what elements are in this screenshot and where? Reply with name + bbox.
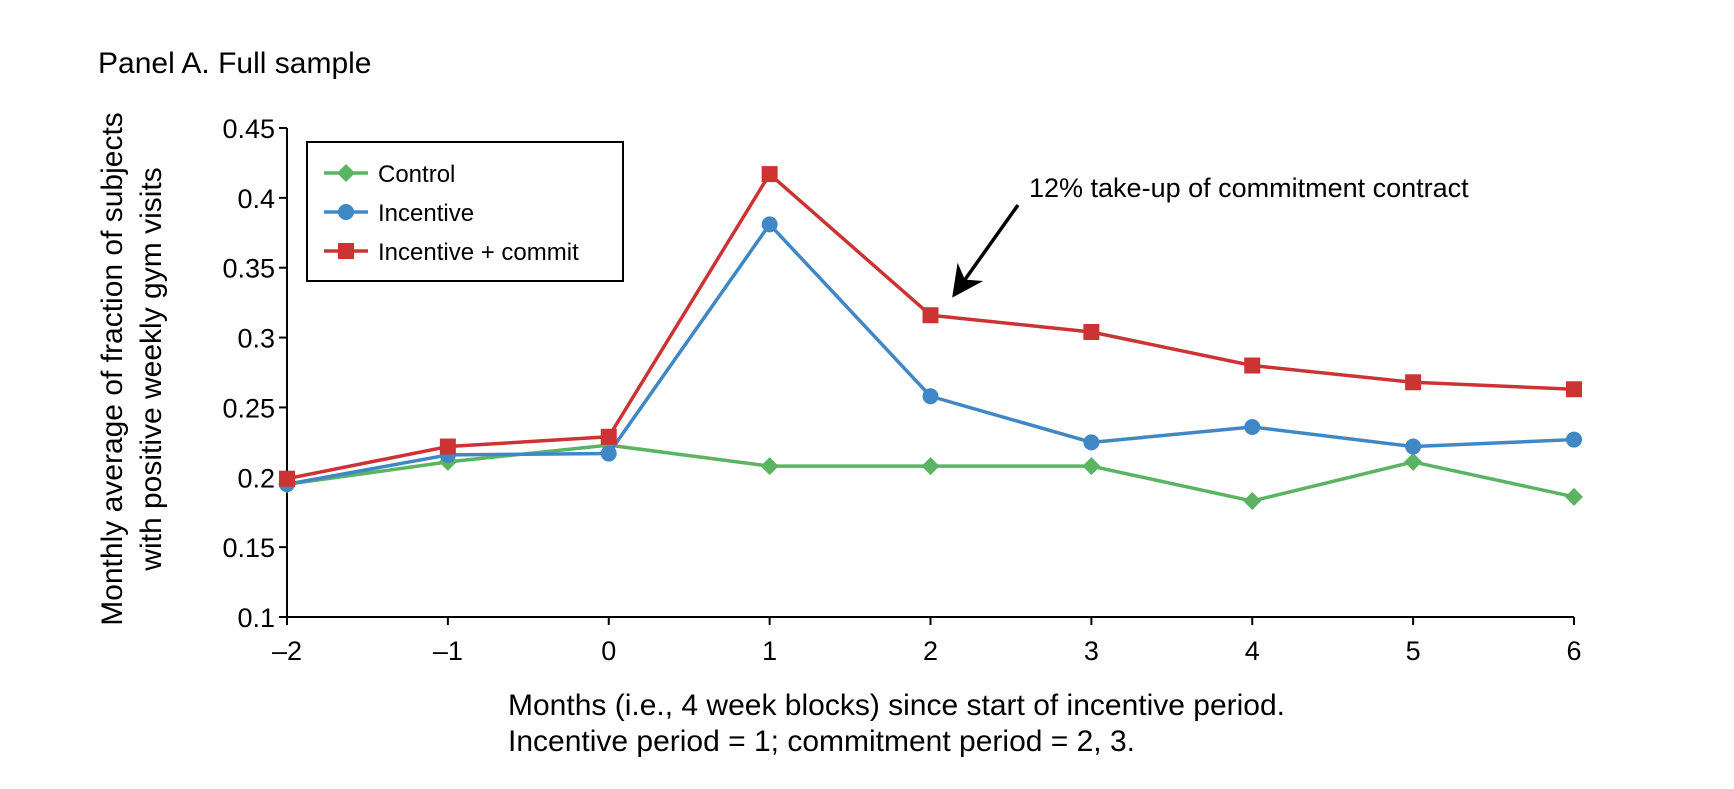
- data-point-incentive-commit: [439, 438, 456, 455]
- y-axis-title: Monthly average of fraction of subjects …: [96, 112, 168, 626]
- annotation: 12% take-up of commitment contract: [952, 173, 1469, 298]
- data-point-incentive: [1405, 438, 1422, 455]
- data-point-incentive-commit: [922, 307, 939, 324]
- x-tick-label: 2: [923, 636, 938, 666]
- x-tick-label: –2: [272, 636, 302, 666]
- x-tick-label: 5: [1406, 636, 1421, 666]
- x-tick-label: 0: [601, 636, 616, 666]
- x-tick-label: 1: [762, 636, 777, 666]
- y-tick-label: 0.25: [222, 393, 275, 423]
- data-point-incentive: [1083, 434, 1100, 451]
- data-point-incentive-commit: [1566, 381, 1582, 398]
- x-tick-label: 6: [1566, 636, 1581, 666]
- axes: 0.1 0.15 0.2 0.25 0.3 0.35 0.4 0.45 –2 –1 0 1 2 3 4 5 6: [222, 114, 1581, 666]
- legend-label: Incentive: [378, 200, 474, 227]
- legend: Control Incentive Incentive + commit: [306, 141, 624, 282]
- data-point-incentive: [922, 388, 939, 405]
- data-point-incentive-commit: [761, 166, 778, 183]
- legend-item-control: Control: [324, 161, 455, 188]
- y-tick-label: 0.15: [222, 533, 275, 563]
- legend-swatch-marker: [338, 243, 354, 259]
- y-tick-label: 0.3: [237, 324, 275, 354]
- data-point-control: [760, 457, 779, 476]
- legend-swatch-marker: [338, 204, 354, 220]
- legend-item-incentive: Incentive: [324, 200, 474, 227]
- legend-label: Incentive + commit: [378, 239, 579, 266]
- data-point-incentive: [1244, 418, 1261, 435]
- data-point-incentive-commit: [1405, 374, 1422, 391]
- data-point-control: [1565, 487, 1583, 506]
- data-point-incentive-commit: [1083, 323, 1100, 340]
- data-point-incentive: [761, 216, 778, 233]
- y-tick-label: 0.1: [237, 603, 275, 633]
- data-point-incentive: [1566, 431, 1582, 448]
- y-tick-label: 0.35: [222, 254, 275, 284]
- data-point-incentive-commit: [279, 470, 295, 487]
- data-point-incentive-commit: [600, 428, 617, 445]
- data-point-control: [1243, 492, 1262, 511]
- legend-swatch-marker: [337, 164, 355, 182]
- series-incentive-commit: [279, 166, 1582, 487]
- annotation-arrow: [952, 203, 1020, 298]
- y-tick-label: 0.45: [222, 114, 275, 144]
- chart-title: Panel A. Full sample: [98, 47, 371, 80]
- legend-label: Control: [378, 161, 455, 188]
- series-incentive: [279, 216, 1582, 493]
- legend-items: Control Incentive Incentive + commit: [324, 161, 579, 266]
- data-point-incentive: [600, 445, 617, 462]
- x-tick-label: 3: [1084, 636, 1099, 666]
- annotation-text: 12% take-up of commitment contract: [1029, 173, 1469, 203]
- series-layer: [278, 166, 1583, 511]
- y-tick-label: 0.2: [237, 463, 275, 493]
- x-tick-label: –1: [433, 636, 463, 666]
- x-tick-label: 4: [1245, 636, 1260, 666]
- data-point-control: [1404, 452, 1423, 471]
- y-axis-title-line-2: with positive weekly gym visits: [135, 167, 168, 571]
- data-point-incentive-commit: [1244, 357, 1261, 374]
- legend-item-incentive-commit: Incentive + commit: [324, 239, 579, 266]
- series-control: [278, 436, 1583, 511]
- x-axis-title: Months (i.e., 4 week blocks) since start…: [508, 689, 1285, 758]
- data-point-control: [921, 457, 940, 476]
- x-axis-title-line-2: Incentive period = 1; commitment period …: [508, 725, 1135, 758]
- data-point-control: [1082, 457, 1101, 476]
- y-axis-title-line-1: Monthly average of fraction of subjects: [96, 112, 129, 626]
- x-axis-title-line-1: Months (i.e., 4 week blocks) since start…: [508, 689, 1285, 722]
- y-tick-label: 0.4: [237, 184, 275, 214]
